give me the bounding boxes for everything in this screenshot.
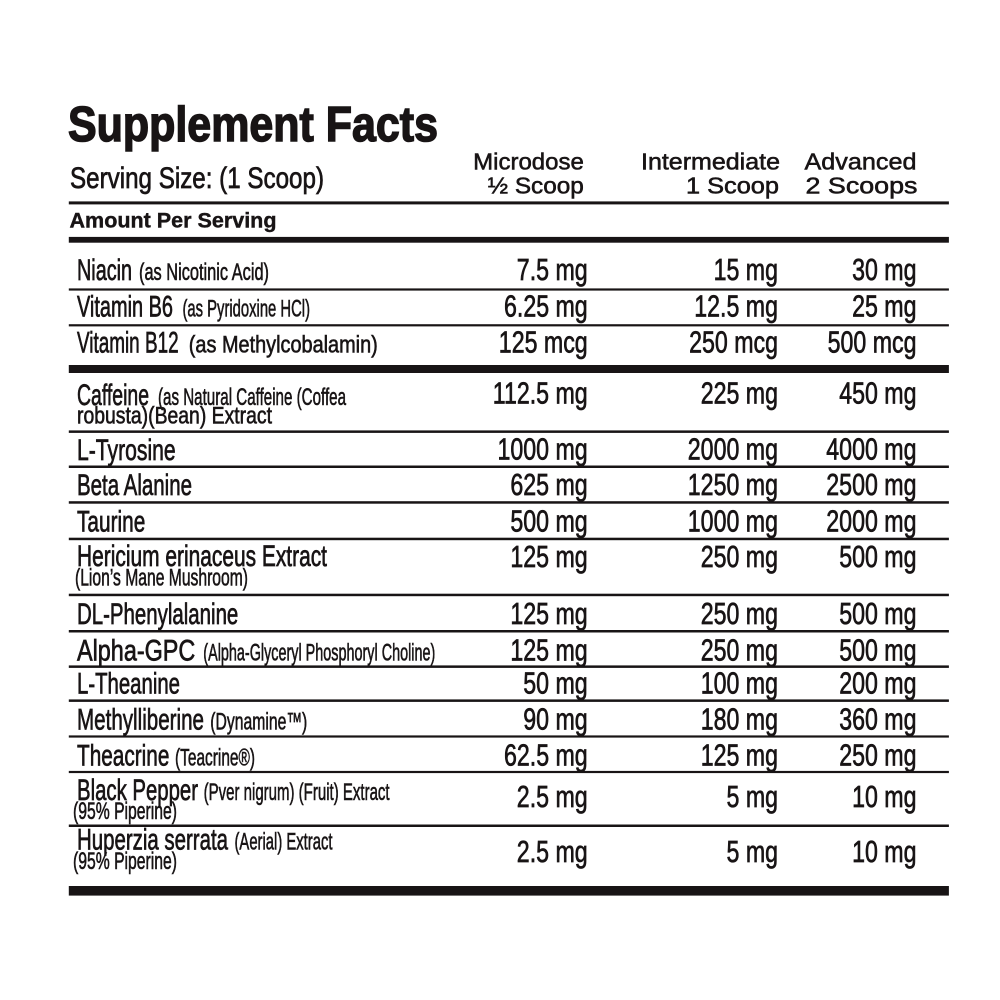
svg-text:(as Pyridoxine HCl): (as Pyridoxine HCl) [183, 295, 311, 322]
svg-text:90 mg: 90 mg [523, 703, 587, 737]
svg-text:225 mg: 225 mg [701, 377, 778, 411]
svg-text:2.5 mg: 2.5 mg [517, 835, 588, 869]
svg-text:Amount Per Serving: Amount Per Serving [70, 210, 277, 233]
svg-text:500 mg: 500 mg [839, 597, 916, 631]
svg-text:250 mg: 250 mg [701, 634, 778, 668]
svg-text:(Alpha-Glyceryl Phosphoryl Cho: (Alpha-Glyceryl Phosphoryl Choline) [203, 640, 435, 667]
svg-text:500 mg: 500 mg [839, 634, 916, 668]
svg-text:L-Tyrosine: L-Tyrosine [77, 434, 176, 467]
svg-text:5 mg: 5 mg [727, 835, 779, 869]
svg-text:1 Scoop: 1 Scoop [686, 173, 779, 199]
svg-text:2500 mg: 2500 mg [826, 468, 916, 502]
svg-text:Advanced: Advanced [805, 149, 917, 175]
svg-text:(95% Piperine): (95% Piperine) [73, 848, 177, 875]
svg-text:(as Natural Caffeine (Coffea: (as Natural Caffeine (Coffea [158, 384, 346, 411]
svg-text:Niacin: Niacin [77, 254, 132, 287]
svg-text:500 mg: 500 mg [510, 505, 587, 539]
svg-text:1000 mg: 1000 mg [498, 433, 588, 467]
svg-text:125 mcg: 125 mcg [499, 325, 588, 359]
svg-text:(Pver nigrum) (Fruit) Extract: (Pver nigrum) (Fruit) Extract [204, 779, 390, 806]
svg-text:(as Nicotinic Acid): (as Nicotinic Acid) [139, 259, 269, 286]
svg-text:250 mg: 250 mg [701, 597, 778, 631]
svg-text:Supplement Facts: Supplement Facts [68, 97, 438, 152]
svg-text:Methylliberine: Methylliberine [77, 704, 204, 737]
svg-text:(95% Piperine): (95% Piperine) [73, 798, 177, 825]
svg-text:Serving Size: (1 Scoop): Serving Size: (1 Scoop) [70, 162, 324, 195]
svg-text:robusta)(Bean) Extract: robusta)(Bean) Extract [77, 402, 272, 429]
svg-text:25 mg: 25 mg [852, 289, 916, 323]
svg-text:10 mg: 10 mg [852, 780, 916, 814]
svg-text:2 Scoops: 2 Scoops [806, 173, 918, 199]
svg-text:125 mg: 125 mg [510, 634, 587, 668]
svg-text:Microdose: Microdose [473, 149, 584, 175]
svg-text:1250 mg: 1250 mg [688, 468, 778, 502]
svg-text:50 mg: 50 mg [523, 667, 587, 701]
svg-text:4000 mg: 4000 mg [826, 433, 916, 467]
svg-text:500 mg: 500 mg [839, 540, 916, 574]
svg-text:L-Theanine: L-Theanine [77, 668, 180, 701]
svg-text:(Teacrine®): (Teacrine®) [175, 745, 255, 772]
svg-text:5 mg: 5 mg [727, 780, 779, 814]
svg-text:200 mg: 200 mg [839, 667, 916, 701]
svg-text:7.5 mg: 7.5 mg [517, 253, 588, 287]
svg-text:625 mg: 625 mg [510, 468, 587, 502]
svg-text:62.5 mg: 62.5 mg [504, 739, 588, 773]
svg-text:100 mg: 100 mg [701, 667, 778, 701]
svg-text:12.5 mg: 12.5 mg [694, 289, 778, 323]
svg-text:125 mg: 125 mg [510, 597, 587, 631]
svg-text:Vitamin B12: Vitamin B12 [77, 326, 179, 359]
svg-text:Taurine: Taurine [77, 506, 145, 539]
svg-text:125 mg: 125 mg [701, 739, 778, 773]
svg-text:DL-Phenylalanine: DL-Phenylalanine [77, 598, 238, 631]
svg-text:450 mg: 450 mg [839, 377, 916, 411]
svg-text:250 mcg: 250 mcg [689, 325, 778, 359]
svg-text:2000 mg: 2000 mg [688, 433, 778, 467]
svg-text:180 mg: 180 mg [701, 703, 778, 737]
svg-text:2.5 mg: 2.5 mg [517, 780, 588, 814]
svg-text:(Dynamine™): (Dynamine™) [210, 709, 307, 736]
svg-text:250 mg: 250 mg [839, 739, 916, 773]
svg-text:½ Scoop: ½ Scoop [488, 173, 584, 199]
svg-text:(Lion’s Mane Mushroom): (Lion’s Mane Mushroom) [75, 564, 248, 591]
svg-text:15 mg: 15 mg [714, 253, 778, 287]
svg-text:10 mg: 10 mg [852, 835, 916, 869]
svg-text:112.5 mg: 112.5 mg [493, 377, 588, 411]
svg-text:30 mg: 30 mg [852, 253, 916, 287]
svg-text:Huperzia serrata: Huperzia serrata [77, 824, 228, 857]
svg-text:500 mcg: 500 mcg [828, 325, 917, 359]
svg-text:Alpha-GPC: Alpha-GPC [77, 635, 195, 668]
svg-text:Vitamin B6: Vitamin B6 [77, 290, 173, 323]
svg-text:Beta Alanine: Beta Alanine [77, 469, 192, 502]
svg-text:(as Methylcobalamin): (as Methylcobalamin) [189, 331, 378, 358]
svg-text:Black Pepper: Black Pepper [77, 774, 198, 807]
svg-text:2000 mg: 2000 mg [826, 505, 916, 539]
svg-text:125 mg: 125 mg [510, 540, 587, 574]
svg-text:Hericium erinaceus Extract: Hericium erinaceus Extract [77, 540, 327, 573]
svg-text:Caffeine: Caffeine [77, 379, 149, 412]
svg-text:(Aerial) Extract: (Aerial) Extract [235, 829, 333, 856]
svg-text:1000 mg: 1000 mg [688, 505, 778, 539]
svg-text:Intermediate: Intermediate [641, 149, 780, 175]
svg-text:250 mg: 250 mg [701, 540, 778, 574]
svg-text:6.25 mg: 6.25 mg [504, 289, 588, 323]
svg-text:360 mg: 360 mg [839, 703, 916, 737]
svg-text:Theacrine: Theacrine [77, 740, 169, 773]
